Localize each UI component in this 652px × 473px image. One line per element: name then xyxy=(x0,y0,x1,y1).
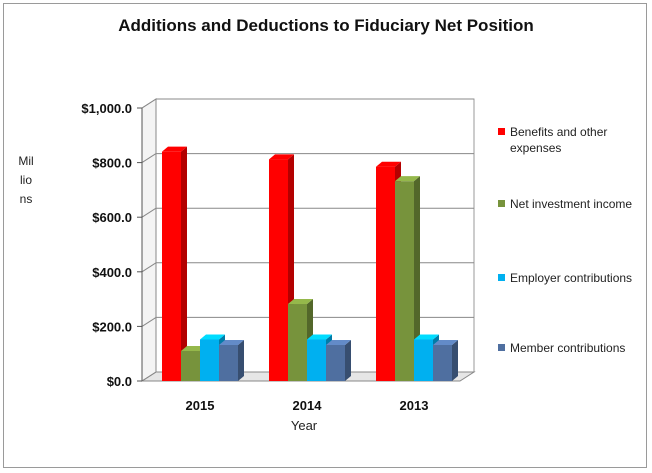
legend-swatch xyxy=(498,274,505,281)
gridline-side xyxy=(141,153,157,164)
bar-front xyxy=(376,166,395,381)
bar-side xyxy=(345,339,351,381)
bar-top xyxy=(307,334,332,340)
bar-front xyxy=(219,344,238,381)
gridline-side xyxy=(141,316,157,327)
y-tick-label: $0.0 xyxy=(107,374,132,389)
side-wall xyxy=(141,98,157,382)
bar-top xyxy=(181,345,206,351)
x-axis-label: Year xyxy=(290,418,318,433)
gridline-side xyxy=(141,262,157,273)
bar xyxy=(433,339,458,381)
bar-front xyxy=(200,339,219,381)
bar-front xyxy=(326,344,345,381)
legend-label: Net investment income xyxy=(510,197,633,211)
bar-front xyxy=(181,350,200,381)
bar-front xyxy=(288,304,307,381)
legend-swatch xyxy=(498,344,505,351)
y-tick-label: $200.0 xyxy=(92,319,132,334)
bar xyxy=(162,146,187,381)
bar-top xyxy=(288,299,313,305)
legend-label: Member contributions xyxy=(510,341,626,355)
y-axis-label: Millions xyxy=(18,154,34,206)
gridline-side xyxy=(141,371,157,382)
bar-top xyxy=(269,154,294,160)
y-tick-label: $800.0 xyxy=(92,156,132,171)
bar-side xyxy=(181,146,187,381)
bar-top xyxy=(376,161,401,167)
x-tick-label: 2014 xyxy=(293,398,323,413)
bar-top xyxy=(162,146,187,152)
plot-area: $0.0 $200.0 $400.0 $600.0 $800.0 $1,000.0 201… xyxy=(81,98,476,413)
legend-swatch xyxy=(498,200,505,207)
gridline-side xyxy=(141,98,157,109)
y-tick-label: $400.0 xyxy=(92,265,132,280)
gridline-side xyxy=(141,207,157,218)
bar-top xyxy=(433,339,458,345)
bar-front xyxy=(395,181,414,381)
chart-frame: Additions and Deductions to Fiduciary Ne… xyxy=(3,3,647,468)
bar-side xyxy=(452,339,458,381)
bar-front xyxy=(433,344,452,381)
x-tick-label: 2015 xyxy=(186,398,215,413)
bar-front xyxy=(162,151,181,381)
y-tick-label: $600.0 xyxy=(92,210,132,225)
bar xyxy=(326,339,351,381)
legend-label: Employer contributions xyxy=(510,271,633,285)
bar-front xyxy=(269,159,288,381)
bar-top xyxy=(395,176,420,182)
y-tick-label: $1,000.0 xyxy=(81,101,132,116)
bar xyxy=(395,176,420,381)
bar-top xyxy=(326,339,351,345)
x-tick-label: 2013 xyxy=(400,398,429,413)
bar-side xyxy=(238,339,244,381)
bar-top xyxy=(200,334,225,340)
legend-label: Benefits and other expenses xyxy=(510,125,608,155)
legend-swatch xyxy=(498,128,505,135)
back-wall xyxy=(155,98,475,373)
bar xyxy=(219,339,244,381)
bar-top xyxy=(219,339,244,345)
bar-front xyxy=(414,339,433,381)
bar-front xyxy=(307,339,326,381)
chart-title: Additions and Deductions to Fiduciary Ne… xyxy=(118,16,534,35)
bar-top xyxy=(414,334,439,340)
bar-side xyxy=(414,176,420,381)
